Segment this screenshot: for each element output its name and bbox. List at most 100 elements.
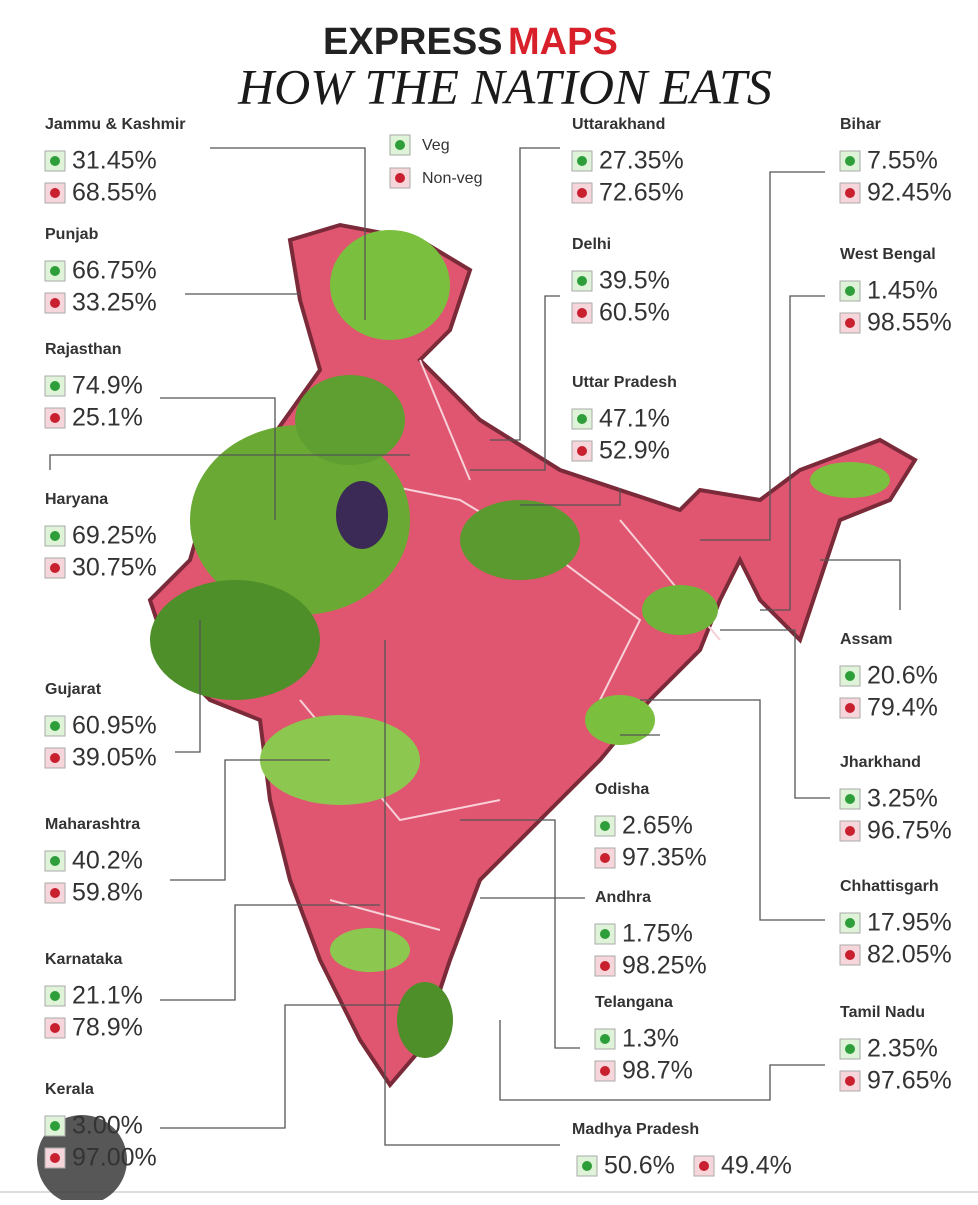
state-name: Uttar Pradesh (572, 374, 677, 391)
state-name: Assam (840, 631, 892, 648)
veg-value: 31.45% (72, 147, 157, 175)
veg-dot (845, 156, 855, 166)
non-veg-dot (845, 318, 855, 328)
veg-dot (582, 1161, 592, 1171)
veg-dot (845, 918, 855, 928)
non-veg-dot (845, 1076, 855, 1086)
veg-value: 60.95% (72, 712, 157, 740)
veg-patch (460, 500, 580, 580)
state-name: Karnataka (45, 951, 122, 968)
non-veg-value: 49.4% (721, 1152, 792, 1180)
state-name: Uttarakhand (572, 116, 665, 133)
non-veg-dot (50, 298, 60, 308)
legend-dot (395, 140, 405, 150)
veg-value: 1.45% (867, 277, 938, 305)
non-veg-dot (577, 308, 587, 318)
non-veg-dot (50, 1153, 60, 1163)
non-veg-value: 98.7% (622, 1057, 693, 1085)
state-name: Delhi (572, 236, 611, 253)
legend-label: Non-veg (422, 170, 482, 187)
veg-dot (600, 1034, 610, 1044)
non-veg-dot (50, 1023, 60, 1033)
non-veg-value: 97.35% (622, 844, 707, 872)
veg-value: 3.25% (867, 785, 938, 813)
non-veg-value: 92.45% (867, 179, 952, 207)
non-veg-value: 68.55% (72, 179, 157, 207)
veg-patch (642, 585, 718, 635)
veg-patch (330, 230, 450, 340)
state-name: West Bengal (840, 246, 936, 263)
veg-dot (50, 721, 60, 731)
non-veg-value: 97.65% (867, 1067, 952, 1095)
veg-value: 7.55% (867, 147, 938, 175)
veg-dot (50, 156, 60, 166)
non-veg-dot (50, 188, 60, 198)
camera-icon (37, 1115, 127, 1205)
veg-value: 40.2% (72, 847, 143, 875)
veg-dot (845, 794, 855, 804)
veg-value: 39.5% (599, 267, 670, 295)
veg-patch (585, 695, 655, 745)
veg-dot (50, 531, 60, 541)
veg-dot (50, 856, 60, 866)
non-veg-dot (845, 188, 855, 198)
veg-value: 21.1% (72, 982, 143, 1010)
brand-accent: MAPS (508, 21, 618, 63)
map (147, 222, 918, 1089)
non-veg-value: 97.00% (72, 1144, 157, 1172)
veg-value: 1.3% (622, 1025, 679, 1053)
non-veg-value: 96.75% (867, 817, 952, 845)
veg-value: 27.35% (599, 147, 684, 175)
non-veg-value: 98.25% (622, 952, 707, 980)
non-veg-dot (50, 888, 60, 898)
veg-dot (50, 1121, 60, 1131)
non-veg-dot (50, 563, 60, 573)
eggplant (336, 481, 388, 549)
veg-patch (260, 715, 420, 805)
veg-dot (845, 671, 855, 681)
state-name: Bihar (840, 116, 881, 133)
veg-dot (577, 414, 587, 424)
veg-dot (577, 276, 587, 286)
state-name: Andhra (595, 889, 651, 906)
non-veg-dot (50, 413, 60, 423)
state-name: Jammu & Kashmir (45, 116, 186, 133)
non-veg-value: 78.9% (72, 1014, 143, 1042)
non-veg-dot (600, 961, 610, 971)
non-veg-value: 72.65% (599, 179, 684, 207)
state-name: Kerala (45, 1081, 94, 1098)
non-veg-dot (699, 1161, 709, 1171)
non-veg-dot (577, 188, 587, 198)
state-name: Rajasthan (45, 341, 121, 358)
legend-dot (395, 173, 405, 183)
non-veg-value: 79.4% (867, 694, 938, 722)
legend-label: Veg (422, 137, 450, 154)
state-name: Maharashtra (45, 816, 140, 833)
non-veg-value: 30.75% (72, 554, 157, 582)
state-name: Tamil Nadu (840, 1004, 925, 1021)
non-veg-dot (577, 446, 587, 456)
veg-patch (810, 462, 890, 498)
non-veg-value: 59.8% (72, 879, 143, 907)
non-veg-dot (600, 853, 610, 863)
state-name: Chhattisgarh (840, 878, 939, 895)
veg-patch (397, 982, 453, 1058)
veg-value: 66.75% (72, 257, 157, 285)
legend: Veg Non-veg (389, 134, 482, 189)
non-veg-dot (845, 826, 855, 836)
state-name: Madhya Pradesh (572, 1121, 699, 1138)
state-name: Punjab (45, 226, 99, 243)
veg-patch (150, 580, 320, 700)
veg-patch (295, 375, 405, 465)
veg-dot (845, 1044, 855, 1054)
veg-value: 74.9% (72, 372, 143, 400)
state-name: Telangana (595, 994, 673, 1011)
veg-value: 2.65% (622, 812, 693, 840)
state-name: Haryana (45, 491, 108, 508)
veg-value: 2.35% (867, 1035, 938, 1063)
veg-value: 20.6% (867, 662, 938, 690)
veg-dot (50, 266, 60, 276)
leader-lines (49, 147, 901, 1146)
veg-value: 69.25% (72, 522, 157, 550)
